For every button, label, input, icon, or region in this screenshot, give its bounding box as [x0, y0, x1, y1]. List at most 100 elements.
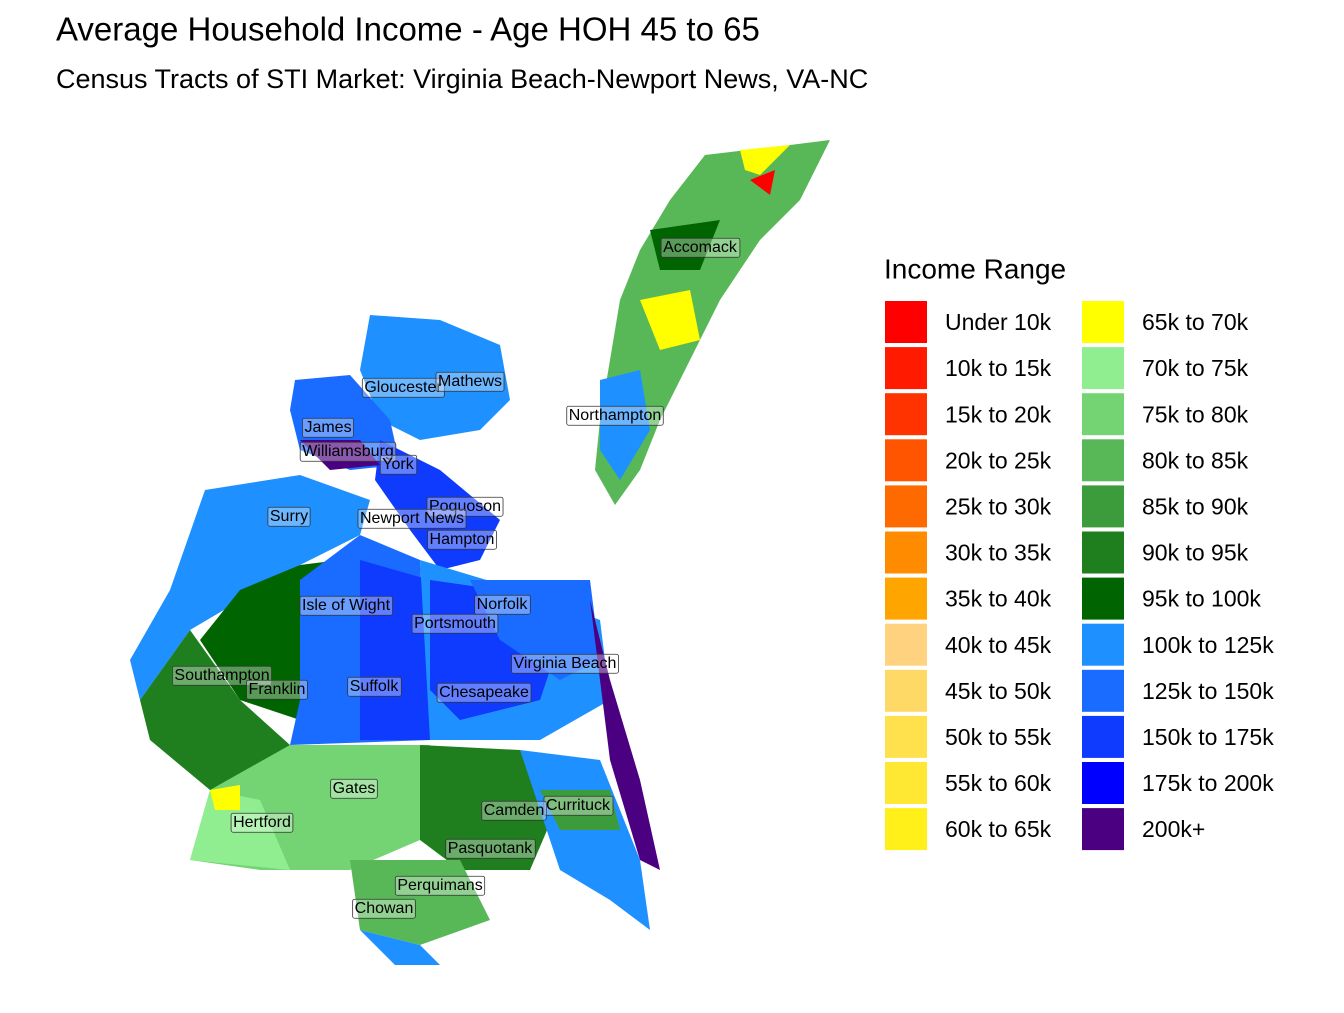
county-label: Gloucester: [364, 379, 442, 396]
county-label: York: [382, 456, 414, 473]
legend-label: 20k to 25k: [945, 447, 1052, 473]
legend-label: 90k to 95k: [1142, 540, 1249, 566]
legend-swatch: [1082, 347, 1124, 390]
legend-swatch: [885, 669, 927, 712]
county-label-box: [330, 778, 378, 799]
county-label-box: [357, 508, 467, 529]
legend-swatch: [885, 577, 927, 620]
county-label: Chowan: [355, 900, 414, 917]
county-label: Gates: [333, 780, 376, 797]
county-label: Currituck: [546, 797, 611, 814]
legend-swatch: [1082, 669, 1124, 712]
county-label-box: [411, 613, 499, 634]
county-label: Newport News: [360, 510, 464, 527]
legend: Under 10k 10k to 15k 15k to 20k 20k to 25k 2…: [885, 301, 1274, 851]
county-label: Williamsburg: [302, 443, 394, 460]
legend-label: 40k to 45k: [945, 632, 1052, 658]
legend-label: 35k to 40k: [945, 586, 1052, 612]
legend-label: 175k to 200k: [1142, 770, 1274, 796]
subtitle: Census Tracts of STI Market: Virginia Be…: [56, 64, 868, 94]
legend-label: 60k to 65k: [945, 816, 1052, 842]
county-label-box: [394, 875, 486, 896]
county-label-box: [566, 405, 664, 426]
legend-label: Under 10k: [945, 309, 1052, 335]
legend-swatch: [885, 762, 927, 804]
county-label: Norfolk: [477, 596, 529, 613]
county-label: Accomack: [663, 239, 738, 256]
legend-label: 75k to 80k: [1142, 401, 1249, 427]
legend-swatch: [1082, 577, 1124, 620]
county-label: Portsmouth: [414, 615, 496, 632]
county-label-box: [267, 506, 311, 527]
legend-swatch: [885, 439, 927, 482]
legend-label: 65k to 70k: [1142, 309, 1249, 335]
county-label-box: [347, 676, 402, 697]
legend-label: 85k to 90k: [1142, 493, 1249, 519]
county-label-box: [379, 454, 418, 475]
legend-swatch: [1082, 393, 1124, 436]
county-label: Suffolk: [350, 678, 400, 695]
legend-label: 100k to 125k: [1142, 632, 1274, 658]
legend-swatch: [885, 301, 927, 343]
legend-swatch: [885, 531, 927, 574]
county-label: Pasquotank: [448, 840, 534, 857]
legend-swatch: [885, 623, 927, 666]
county-label-box: [511, 653, 619, 674]
county-label-box: [352, 898, 416, 919]
legend-label: 10k to 15k: [945, 355, 1052, 381]
county-label-box: [436, 682, 532, 703]
county-label-box: [427, 529, 497, 550]
county-label-box: [435, 371, 505, 392]
legend-swatch: [885, 393, 927, 436]
county-label: Hertford: [233, 814, 291, 831]
legend-label: 45k to 50k: [945, 678, 1052, 704]
county-label: Isle of Wight: [302, 597, 391, 614]
county-label-box: [230, 812, 294, 833]
legend-swatch: [1082, 623, 1124, 666]
county-label: Northampton: [569, 407, 662, 424]
map: [130, 140, 830, 965]
legend-swatch: [1082, 301, 1124, 343]
county-label: Franklin: [249, 681, 306, 698]
county-label-box: [246, 679, 308, 700]
county-label-box: [299, 595, 393, 616]
title: Average Household Income - Age HOH 45 to…: [56, 11, 760, 48]
county-label-box: [302, 417, 354, 438]
legend-label: 55k to 60k: [945, 770, 1052, 796]
county-label-box: [543, 795, 614, 816]
county-label-box: [481, 800, 547, 821]
county-label: James: [304, 419, 351, 436]
county-label: Chesapeake: [439, 684, 529, 701]
legend-swatch: [885, 347, 927, 390]
county-label-box: [361, 377, 445, 398]
county-label: Hampton: [430, 531, 495, 548]
county-label: Southampton: [174, 667, 269, 684]
legend-swatch: [1082, 808, 1124, 851]
county-label-box: [299, 441, 397, 462]
legend-swatch: [885, 715, 927, 758]
legend-label: 200k+: [1142, 816, 1205, 842]
legend-swatch: [1082, 715, 1124, 758]
legend-label: 25k to 30k: [945, 493, 1052, 519]
legend-swatch: [1082, 485, 1124, 528]
legend-swatch: [885, 808, 927, 851]
county-label: Virginia Beach: [514, 655, 617, 672]
legend-label: 80k to 85k: [1142, 447, 1249, 473]
legend-title: Income Range: [884, 253, 1066, 284]
county-label: Surry: [270, 508, 308, 525]
legend-swatch: [1082, 762, 1124, 804]
legend-swatch: [1082, 531, 1124, 574]
legend-label: 15k to 20k: [945, 401, 1052, 427]
legend-label: 125k to 150k: [1142, 678, 1274, 704]
legend-label: 70k to 75k: [1142, 355, 1249, 381]
legend-label: 150k to 175k: [1142, 724, 1274, 750]
legend-swatch: [885, 485, 927, 528]
county-label: Camden: [484, 802, 544, 819]
county-label: Mathews: [438, 373, 502, 390]
county-label: Perquimans: [397, 877, 482, 894]
county-label-box: [445, 838, 536, 859]
county-label-box: [426, 496, 504, 517]
legend-swatch: [1082, 439, 1124, 482]
